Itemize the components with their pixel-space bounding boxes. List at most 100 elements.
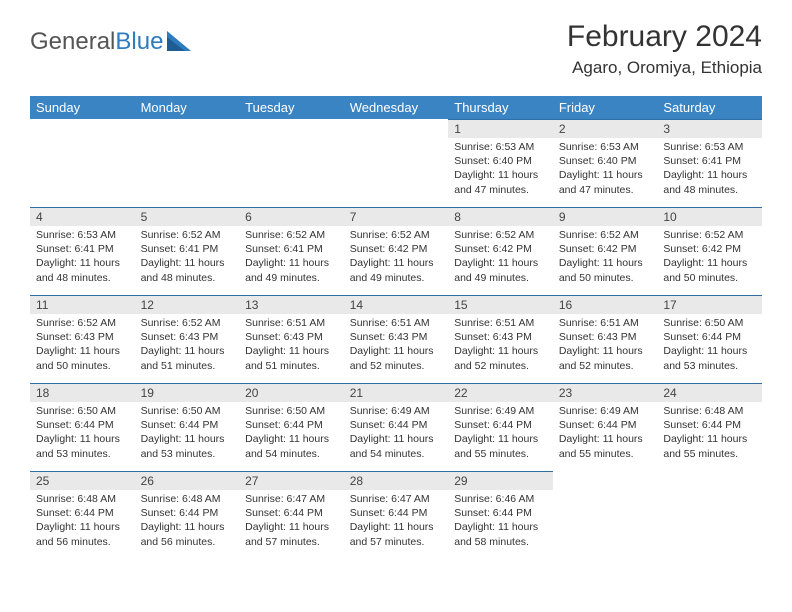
sunset-line: Sunset: 6:44 PM [454, 506, 547, 520]
logo-word-a: General [30, 28, 115, 55]
sunset-line: Sunset: 6:44 PM [559, 418, 652, 432]
day-number: 24 [657, 383, 762, 402]
sunrise-line: Sunrise: 6:49 AM [559, 404, 652, 418]
sunrise-line: Sunrise: 6:52 AM [454, 228, 547, 242]
calendar-cell: 3Sunrise: 6:53 AMSunset: 6:41 PMDaylight… [657, 119, 762, 207]
day-number: 7 [344, 207, 449, 226]
day-body: Sunrise: 6:49 AMSunset: 6:44 PMDaylight:… [448, 402, 553, 465]
column-header: Saturday [657, 96, 762, 119]
daylight-line: Daylight: 11 hours and 54 minutes. [350, 432, 443, 460]
day-number: 21 [344, 383, 449, 402]
day-body: Sunrise: 6:49 AMSunset: 6:44 PMDaylight:… [553, 402, 658, 465]
day-number: 13 [239, 295, 344, 314]
sunset-line: Sunset: 6:41 PM [141, 242, 234, 256]
column-header: Monday [135, 96, 240, 119]
calendar-cell: 21Sunrise: 6:49 AMSunset: 6:44 PMDayligh… [344, 383, 449, 471]
daylight-line: Daylight: 11 hours and 58 minutes. [454, 520, 547, 548]
daylight-line: Daylight: 11 hours and 56 minutes. [141, 520, 234, 548]
sunrise-line: Sunrise: 6:47 AM [350, 492, 443, 506]
daylight-line: Daylight: 11 hours and 53 minutes. [36, 432, 129, 460]
calendar-cell: 17Sunrise: 6:50 AMSunset: 6:44 PMDayligh… [657, 295, 762, 383]
day-number: 8 [448, 207, 553, 226]
calendar-cell: 16Sunrise: 6:51 AMSunset: 6:43 PMDayligh… [553, 295, 658, 383]
column-header: Tuesday [239, 96, 344, 119]
day-body: Sunrise: 6:48 AMSunset: 6:44 PMDaylight:… [30, 490, 135, 553]
calendar-cell: 4Sunrise: 6:53 AMSunset: 6:41 PMDaylight… [30, 207, 135, 295]
sunset-line: Sunset: 6:43 PM [350, 330, 443, 344]
logo: GeneralBlue [30, 20, 193, 56]
sunset-line: Sunset: 6:40 PM [454, 154, 547, 168]
calendar-cell: 27Sunrise: 6:47 AMSunset: 6:44 PMDayligh… [239, 471, 344, 559]
daylight-line: Daylight: 11 hours and 57 minutes. [350, 520, 443, 548]
day-body: Sunrise: 6:52 AMSunset: 6:43 PMDaylight:… [135, 314, 240, 377]
day-body: Sunrise: 6:48 AMSunset: 6:44 PMDaylight:… [657, 402, 762, 465]
calendar-cell: 24Sunrise: 6:48 AMSunset: 6:44 PMDayligh… [657, 383, 762, 471]
sunrise-line: Sunrise: 6:51 AM [559, 316, 652, 330]
calendar-cell: 13 Sunrise: 6:51 AMSunset: 6:43 PMDayligh… [239, 295, 344, 383]
sunrise-line: Sunrise: 6:47 AM [245, 492, 338, 506]
sunset-line: Sunset: 6:43 PM [245, 330, 338, 344]
sunrise-line: Sunrise: 6:53 AM [36, 228, 129, 242]
calendar-cell: 20Sunrise: 6:50 AMSunset: 6:44 PMDayligh… [239, 383, 344, 471]
sunset-line: Sunset: 6:41 PM [36, 242, 129, 256]
daylight-line: Daylight: 11 hours and 52 minutes. [454, 344, 547, 372]
day-number: 9 [553, 207, 658, 226]
sunset-line: Sunset: 6:44 PM [245, 418, 338, 432]
day-number: 26 [135, 471, 240, 490]
daylight-line: Daylight: 11 hours and 48 minutes. [663, 168, 756, 196]
day-body: Sunrise: 6:52 AMSunset: 6:42 PMDaylight:… [553, 226, 658, 289]
sunrise-line: Sunrise: 6:50 AM [141, 404, 234, 418]
day-number: 12 [135, 295, 240, 314]
logo-text: GeneralBlue [30, 28, 163, 56]
daylight-line: Daylight: 11 hours and 51 minutes. [245, 344, 338, 372]
sunset-line: Sunset: 6:44 PM [350, 506, 443, 520]
sunrise-line: Sunrise: 6:48 AM [141, 492, 234, 506]
calendar-cell: 9Sunrise: 6:52 AMSunset: 6:42 PMDaylight… [553, 207, 658, 295]
day-number: 23 [553, 383, 658, 402]
calendar-row: 18Sunrise: 6:50 AMSunset: 6:44 PMDayligh… [30, 383, 762, 471]
calendar-cell: 28Sunrise: 6:47 AMSunset: 6:44 PMDayligh… [344, 471, 449, 559]
day-body: Sunrise: 6:48 AMSunset: 6:44 PMDaylight:… [135, 490, 240, 553]
logo-word-b: Blue [115, 28, 163, 55]
calendar-cell: 5Sunrise: 6:52 AMSunset: 6:41 PMDaylight… [135, 207, 240, 295]
calendar-head: SundayMondayTuesdayWednesdayThursdayFrid… [30, 96, 762, 119]
calendar-cell: 23Sunrise: 6:49 AMSunset: 6:44 PMDayligh… [553, 383, 658, 471]
calendar-cell: 1Sunrise: 6:53 AMSunset: 6:40 PMDaylight… [448, 119, 553, 207]
calendar-cell: 18Sunrise: 6:50 AMSunset: 6:44 PMDayligh… [30, 383, 135, 471]
sunset-line: Sunset: 6:44 PM [454, 418, 547, 432]
day-body: Sunrise: 6:50 AMSunset: 6:44 PMDaylight:… [657, 314, 762, 377]
sunrise-line: Sunrise: 6:52 AM [559, 228, 652, 242]
sunset-line: Sunset: 6:42 PM [663, 242, 756, 256]
day-number: 25 [30, 471, 135, 490]
day-number: 10 [657, 207, 762, 226]
day-body: Sunrise: 6:52 AMSunset: 6:42 PMDaylight:… [344, 226, 449, 289]
day-body: Sunrise: 6:52 AMSunset: 6:42 PMDaylight:… [448, 226, 553, 289]
day-body: Sunrise: 6:52 AMSunset: 6:42 PMDaylight:… [657, 226, 762, 289]
calendar-cell: 15Sunrise: 6:51 AMSunset: 6:43 PMDayligh… [448, 295, 553, 383]
sunset-line: Sunset: 6:44 PM [245, 506, 338, 520]
day-number: 15 [448, 295, 553, 314]
sunrise-line: Sunrise: 6:51 AM [350, 316, 443, 330]
title-block: February 2024 Agaro, Oromiya, Ethiopia [567, 20, 762, 78]
calendar-cell [344, 119, 449, 207]
calendar-cell: 29Sunrise: 6:46 AMSunset: 6:44 PMDayligh… [448, 471, 553, 559]
sunrise-line: Sunrise: 6:53 AM [559, 140, 652, 154]
day-body: Sunrise: 6:51 AMSunset: 6:43 PMDaylight:… [344, 314, 449, 377]
day-body: Sunrise: 6:46 AMSunset: 6:44 PMDaylight:… [448, 490, 553, 553]
day-number: 6 [239, 207, 344, 226]
sunrise-line: Sunrise: 6:50 AM [663, 316, 756, 330]
day-body: Sunrise: 6:49 AMSunset: 6:44 PMDaylight:… [344, 402, 449, 465]
day-number: 5 [135, 207, 240, 226]
daylight-line: Daylight: 11 hours and 51 minutes. [141, 344, 234, 372]
calendar-cell: 6Sunrise: 6:52 AMSunset: 6:41 PMDaylight… [239, 207, 344, 295]
calendar-cell: 7Sunrise: 6:52 AMSunset: 6:42 PMDaylight… [344, 207, 449, 295]
calendar-cell: 11Sunrise: 6:52 AMSunset: 6:43 PMDayligh… [30, 295, 135, 383]
day-body: Sunrise: 6:53 AMSunset: 6:41 PMDaylight:… [657, 138, 762, 201]
day-number: 17 [657, 295, 762, 314]
daylight-line: Daylight: 11 hours and 52 minutes. [350, 344, 443, 372]
daylight-line: Daylight: 11 hours and 53 minutes. [141, 432, 234, 460]
sunrise-line: Sunrise: 6:51 AM [245, 316, 338, 330]
daylight-line: Daylight: 11 hours and 54 minutes. [245, 432, 338, 460]
sunrise-line: Sunrise: 6:49 AM [350, 404, 443, 418]
sunset-line: Sunset: 6:44 PM [663, 330, 756, 344]
